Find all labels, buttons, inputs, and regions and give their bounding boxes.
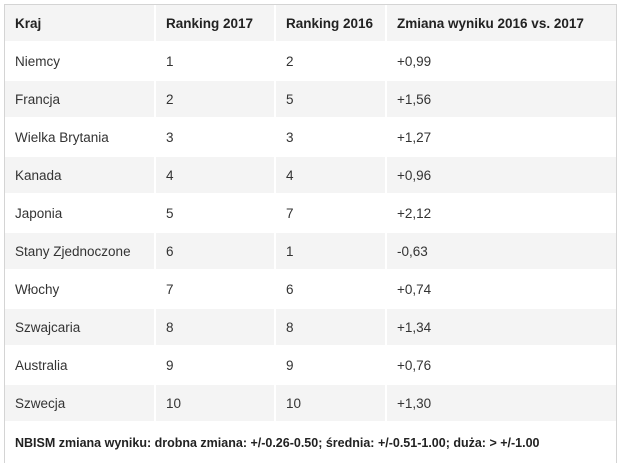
table-row: Stany Zjednoczone 6 1 -0,63 <box>5 232 616 271</box>
cell-score-change: +0,74 <box>386 270 616 309</box>
cell-ranking-2017: 3 <box>155 118 276 157</box>
table-row: Szwajcaria 8 8 +1,34 <box>5 308 616 347</box>
table-row: Australia 9 9 +0,76 <box>5 346 616 385</box>
cell-ranking-2017: 9 <box>155 346 276 385</box>
cell-ranking-2017: 10 <box>155 384 276 423</box>
cell-country: Australia <box>5 346 156 385</box>
column-header-country: Kraj <box>5 5 156 43</box>
cell-country: Niemcy <box>5 42 156 81</box>
cell-country: Wielka Brytania <box>5 118 156 157</box>
table-row: Wielka Brytania 3 3 +1,27 <box>5 118 616 157</box>
column-header-score-change: Zmiana wyniku 2016 vs. 2017 <box>386 5 616 43</box>
cell-country: Włochy <box>5 270 156 309</box>
cell-ranking-2016: 2 <box>275 42 387 81</box>
column-header-ranking-2017: Ranking 2017 <box>155 5 276 43</box>
cell-ranking-2017: 7 <box>155 270 276 309</box>
cell-ranking-2017: 8 <box>155 308 276 347</box>
cell-ranking-2017: 6 <box>155 232 276 271</box>
cell-ranking-2016: 6 <box>275 270 387 309</box>
cell-country: Francja <box>5 80 156 119</box>
table-header-row: Kraj Ranking 2017 Ranking 2016 Zmiana wy… <box>5 5 616 43</box>
cell-ranking-2016: 8 <box>275 308 387 347</box>
cell-score-change: +0,96 <box>386 156 616 195</box>
cell-ranking-2016: 5 <box>275 80 387 119</box>
cell-country: Stany Zjednoczone <box>5 232 156 271</box>
cell-ranking-2017: 5 <box>155 194 276 233</box>
cell-ranking-2017: 1 <box>155 42 276 81</box>
table-row: Szwecja 10 10 +1,30 <box>5 384 616 423</box>
cell-country: Japonia <box>5 194 156 233</box>
table-row: Kanada 4 4 +0,96 <box>5 156 616 195</box>
table-footnote: NBISM zmiana wyniku: drobna zmiana: +/-0… <box>5 422 616 463</box>
table-row: Włochy 7 6 +0,74 <box>5 270 616 309</box>
cell-ranking-2017: 4 <box>155 156 276 195</box>
ranking-table-frame: Kraj Ranking 2017 Ranking 2016 Zmiana wy… <box>4 4 617 463</box>
cell-score-change: +1,30 <box>386 384 616 423</box>
table-row: Niemcy 1 2 +0,99 <box>5 42 616 81</box>
cell-ranking-2017: 2 <box>155 80 276 119</box>
cell-score-change: +1,34 <box>386 308 616 347</box>
cell-ranking-2016: 4 <box>275 156 387 195</box>
cell-ranking-2016: 1 <box>275 232 387 271</box>
cell-score-change: +0,99 <box>386 42 616 81</box>
ranking-table: Kraj Ranking 2017 Ranking 2016 Zmiana wy… <box>5 5 616 463</box>
cell-ranking-2016: 3 <box>275 118 387 157</box>
cell-country: Szwajcaria <box>5 308 156 347</box>
table-row: Japonia 5 7 +2,12 <box>5 194 616 233</box>
cell-ranking-2016: 10 <box>275 384 387 423</box>
cell-score-change: -0,63 <box>386 232 616 271</box>
cell-score-change: +1,56 <box>386 80 616 119</box>
cell-country: Kanada <box>5 156 156 195</box>
cell-score-change: +1,27 <box>386 118 616 157</box>
table-footnote-row: NBISM zmiana wyniku: drobna zmiana: +/-0… <box>5 422 616 463</box>
cell-ranking-2016: 9 <box>275 346 387 385</box>
cell-ranking-2016: 7 <box>275 194 387 233</box>
cell-score-change: +0,76 <box>386 346 616 385</box>
cell-score-change: +2,12 <box>386 194 616 233</box>
table-row: Francja 2 5 +1,56 <box>5 80 616 119</box>
column-header-ranking-2016: Ranking 2016 <box>275 5 387 43</box>
cell-country: Szwecja <box>5 384 156 423</box>
